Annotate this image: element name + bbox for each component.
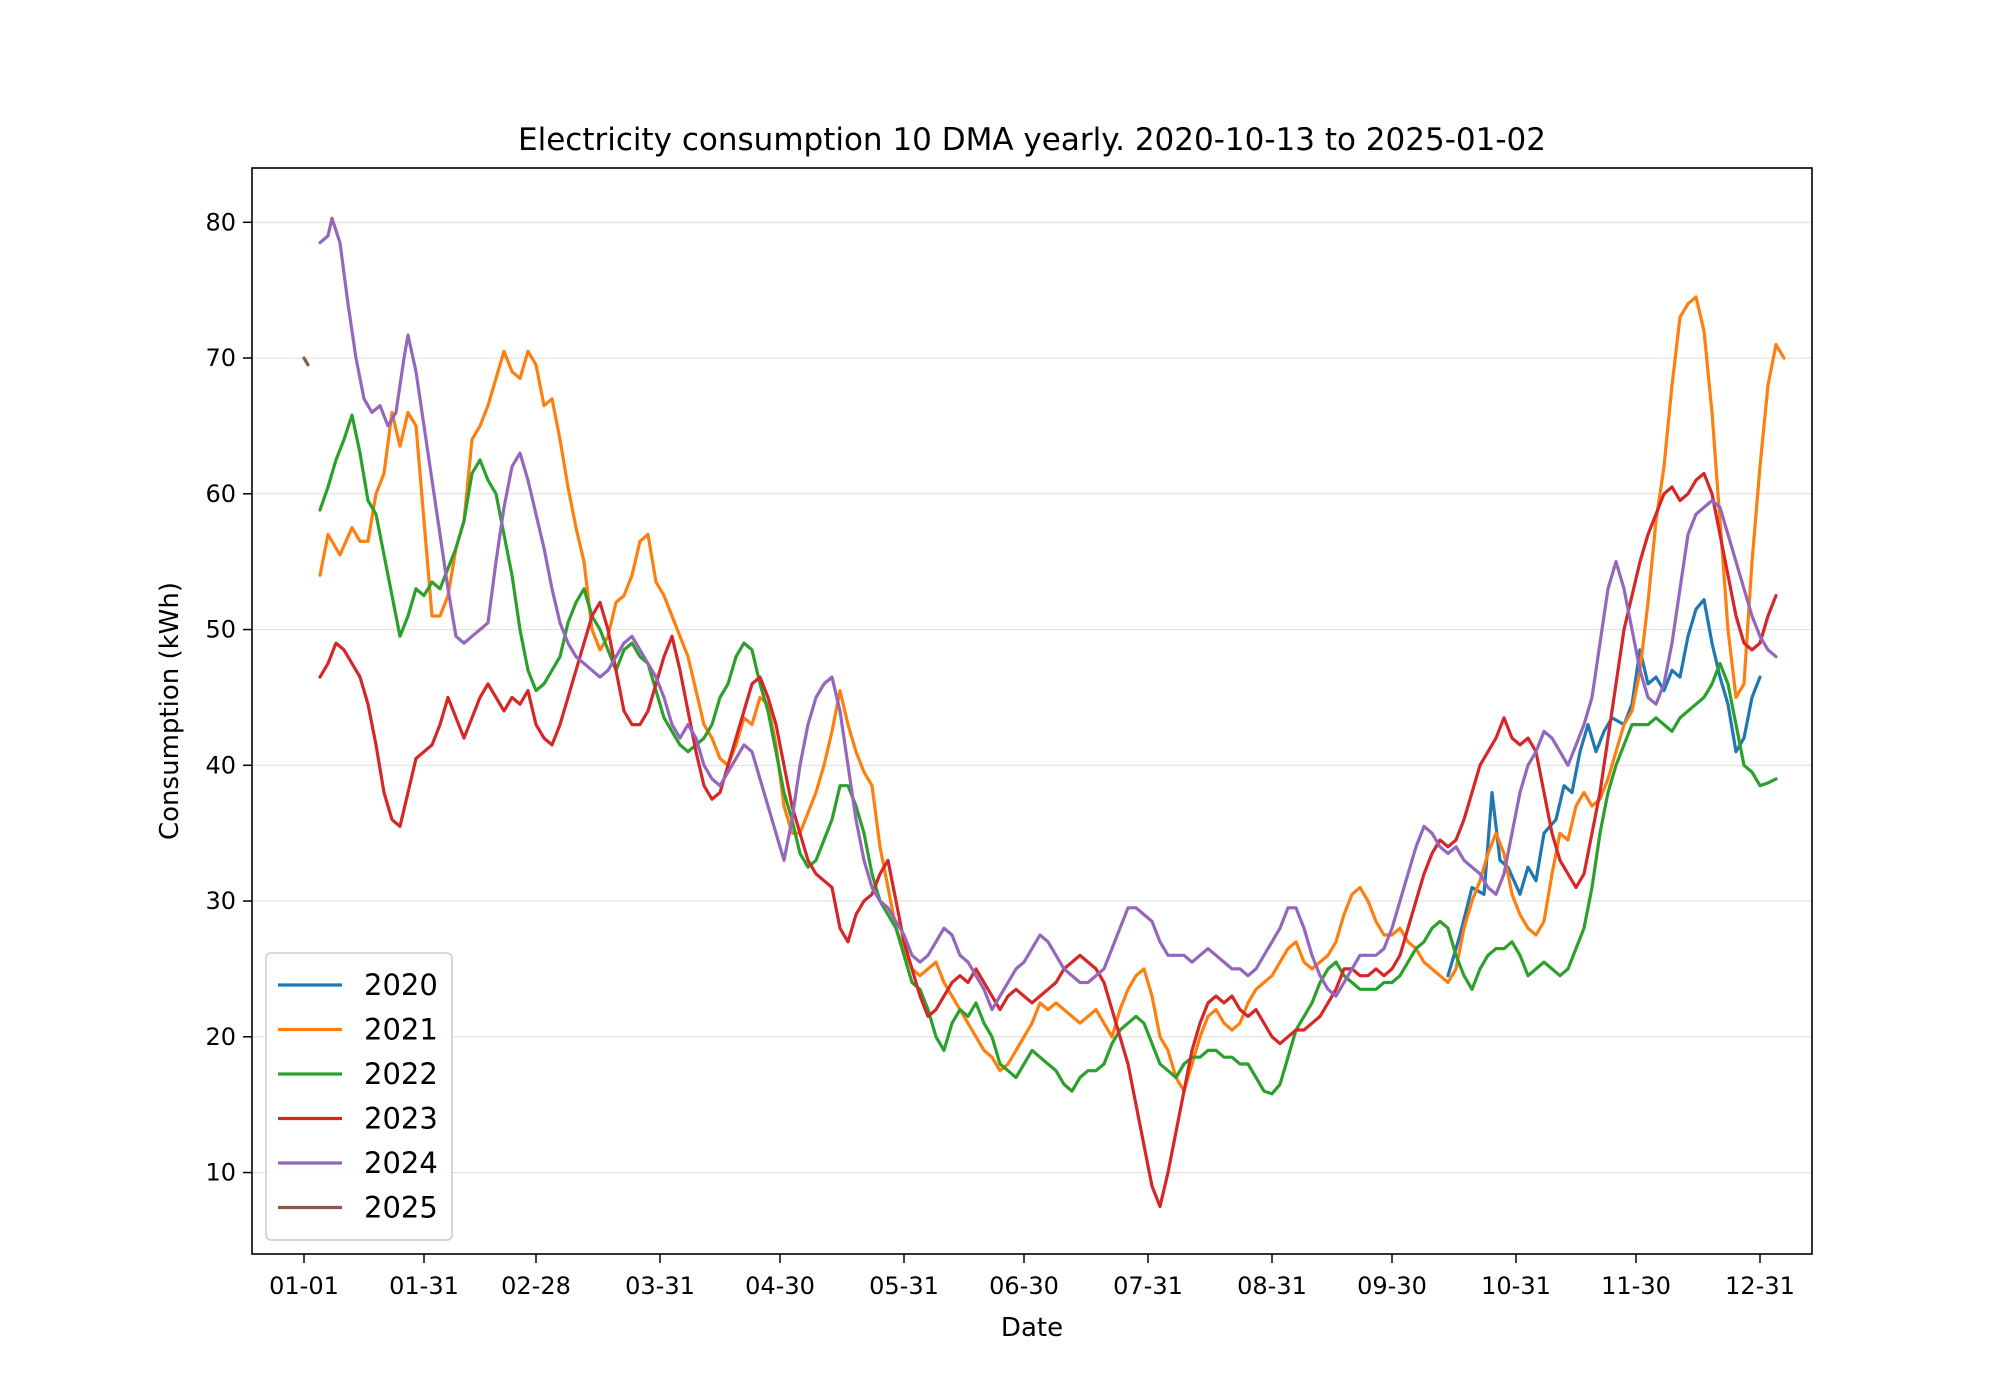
y-axis-label: Consumption (kWh) [155,582,185,840]
x-tick-label: 01-01 [269,1272,339,1300]
x-axis-label: Date [1001,1313,1063,1343]
y-tick-label: 60 [205,480,236,508]
y-tick-label: 40 [205,751,236,779]
plot-frame [251,167,1813,1255]
series-line-2025 [302,356,310,367]
x-tick-label: 12-31 [1725,1272,1795,1300]
x-tick-label: 06-30 [989,1272,1059,1300]
legend-label-2020: 2020 [364,968,438,1002]
y-tick-label: 20 [205,1023,236,1051]
legend-box [265,952,453,1241]
chart-title: Electricity consumption 10 DMA yearly. 2… [518,122,1546,158]
x-tick-label: 05-31 [869,1272,939,1300]
series-lines [302,216,1786,1209]
x-tick-label: 02-28 [501,1272,571,1300]
legend-label-2024: 2024 [364,1146,438,1180]
legend: 2020 2021 2022 2023 2024 2025 [265,952,453,1241]
y-tick-label: 30 [205,887,236,915]
y-tick-label: 80 [205,208,236,236]
y-tick-label: 10 [205,1159,236,1187]
series-line-2022 [318,413,1778,1096]
x-tick-label: 01-31 [389,1272,459,1300]
y-tick-label: 70 [205,344,236,372]
x-tick-label: 07-31 [1113,1272,1183,1300]
x-tick-label: 04-30 [745,1272,815,1300]
x-tick-label: 08-31 [1237,1272,1307,1300]
series-line-2024 [318,216,1778,1012]
gridlines [252,221,1812,1174]
x-tick-label: 03-31 [625,1272,695,1300]
y-axis: 10 20 30 40 50 60 70 80 [205,208,252,1187]
legend-label-2021: 2021 [364,1013,438,1047]
x-tick-label: 10-31 [1481,1272,1551,1300]
series-line-2021 [318,295,1786,1093]
series-line-2023 [318,471,1778,1209]
legend-label-2023: 2023 [364,1102,438,1136]
legend-label-2025: 2025 [364,1191,438,1225]
x-tick-label: 11-30 [1601,1272,1671,1300]
y-tick-label: 50 [205,616,236,644]
legend-label-2022: 2022 [364,1057,438,1091]
x-tick-label: 09-30 [1357,1272,1427,1300]
x-axis: 01-01 01-31 02-28 03-31 04-30 05-31 06-30 07-31… [269,1254,1795,1300]
